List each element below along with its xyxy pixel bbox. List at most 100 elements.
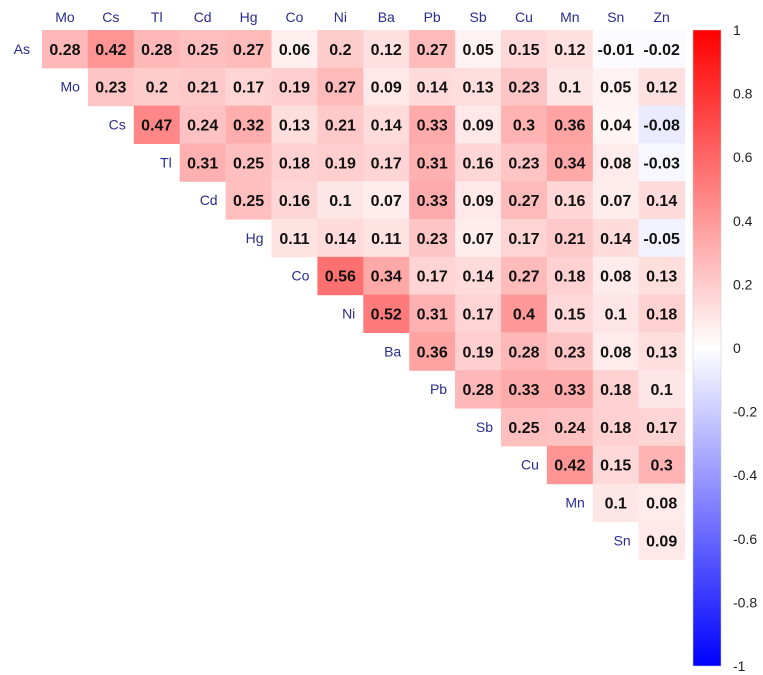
cell-value-ba-pb: 0.36 — [417, 344, 448, 361]
heatmap-cell-tl-pb — [409, 143, 456, 182]
heatmap-cell-mo-sn — [592, 67, 640, 107]
heatmap-cell-cs-mn — [546, 105, 594, 144]
cell-value-as-ni: 0.2 — [329, 42, 351, 59]
heatmap-cell-ba-zn — [638, 332, 686, 371]
cell-value-mn-sn: 0.1 — [605, 496, 627, 513]
heatmap-cell-cs-pb — [409, 105, 456, 144]
heatmap-cell-tl-cu — [501, 143, 548, 182]
cell-value-pb-cu: 0.33 — [508, 382, 539, 399]
cell-value-tl-pb: 0.31 — [417, 155, 448, 172]
cell-value-co-sb: 0.14 — [462, 269, 493, 286]
color-legend-tick-label: -0.8 — [733, 594, 757, 610]
heatmap-cell-as-mn — [546, 30, 594, 69]
cell-value-cu-sn: 0.15 — [600, 458, 631, 475]
cell-value-mo-cs: 0.23 — [95, 80, 126, 97]
cell-value-mo-cd: 0.21 — [187, 80, 218, 97]
cell-value-ba-cu: 0.28 — [508, 344, 539, 361]
heatmap-cell-sb-zn — [638, 408, 686, 447]
column-labels: Mo Cs Tl Cd Hg Co Ni Ba Pb Sb Cu Mn Sn Zn — [55, 9, 670, 25]
row-label-hg: Hg — [246, 230, 264, 246]
cell-value-cs-tl: 0.47 — [141, 118, 172, 135]
cell-value-co-cu: 0.27 — [508, 269, 539, 286]
cell-value-hg-sn: 0.14 — [600, 231, 631, 248]
cell-value-as-hg: 0.27 — [233, 42, 264, 59]
heatmap-cell-as-zn — [638, 30, 686, 69]
heatmap-cell-mn-sn — [592, 483, 640, 522]
heatmap-cells — [42, 30, 686, 560]
heatmap-cell-cu-sn — [592, 445, 640, 485]
cell-value-tl-cu: 0.23 — [508, 155, 539, 172]
cell-value-mn-zn: 0.08 — [646, 496, 677, 513]
heatmap-cell-mo-sb — [455, 67, 502, 107]
heatmap-cell-ni-sn — [592, 294, 640, 333]
cell-value-tl-hg: 0.25 — [233, 155, 264, 172]
heatmap-cell-ni-cu — [501, 294, 548, 333]
column-label-hg: Hg — [240, 9, 258, 25]
cell-value-cd-sb: 0.09 — [462, 193, 493, 210]
heatmap-cell-mn-zn — [638, 483, 686, 522]
heatmap-cell-pb-sb — [455, 370, 502, 409]
heatmap-cell-cu-mn — [546, 445, 594, 485]
column-label-sb: Sb — [469, 9, 486, 25]
cell-value-cs-sn: 0.04 — [600, 118, 631, 135]
heatmap-cell-cd-mn — [546, 181, 594, 220]
color-legend-tick-label: 0.4 — [733, 213, 753, 229]
cell-value-co-ni: 0.56 — [325, 269, 356, 286]
cell-value-cs-ni: 0.21 — [325, 118, 356, 135]
heatmap-cell-as-cu — [501, 30, 548, 69]
cell-value-pb-mn: 0.33 — [554, 382, 585, 399]
row-label-ba: Ba — [384, 343, 401, 359]
cell-value-mo-ni: 0.27 — [325, 80, 356, 97]
row-label-cs: Cs — [109, 117, 126, 133]
row-label-pb: Pb — [430, 381, 447, 397]
color-legend-tick-label: 1 — [733, 22, 741, 38]
cell-value-hg-ba: 0.11 — [371, 231, 401, 248]
column-label-tl: Tl — [151, 9, 163, 25]
heatmap-cell-mo-hg — [225, 67, 273, 107]
heatmap-cell-hg-pb — [409, 219, 456, 258]
heatmap-cell-tl-ni — [317, 143, 364, 182]
cell-value-ba-sb: 0.19 — [462, 344, 493, 361]
row-label-cd: Cd — [200, 192, 218, 208]
heatmap-cell-mo-tl — [133, 67, 181, 107]
heatmap-cell-hg-mn — [546, 219, 594, 258]
heatmap-cell-mo-cd — [179, 67, 227, 107]
heatmap-cell-pb-cu — [501, 370, 548, 409]
heatmap-cell-hg-ba — [363, 219, 410, 258]
cell-value-cd-zn: 0.14 — [646, 193, 677, 210]
heatmap-cell-ba-sn — [592, 332, 640, 371]
heatmap-cell-hg-sb — [455, 219, 502, 258]
color-legend-tick-label: 0.2 — [733, 276, 753, 292]
heatmap-cell-tl-sn — [592, 143, 640, 182]
heatmap-cell-tl-cd — [179, 143, 227, 182]
heatmap-cell-cs-ba — [363, 105, 410, 144]
cell-value-co-ba: 0.34 — [371, 269, 402, 286]
cell-value-as-zn: -0.02 — [643, 42, 680, 59]
row-label-mo: Mo — [60, 79, 80, 95]
cell-value-tl-co: 0.18 — [279, 155, 310, 172]
cell-value-mo-co: 0.19 — [279, 80, 310, 97]
cell-value-as-mn: 0.12 — [554, 42, 585, 59]
row-labels: As Mo Cs Tl Cd Hg Co Ni Ba Pb Sb Cu Mn Sn — [14, 41, 631, 548]
heatmap-cell-co-mn — [546, 256, 594, 296]
cell-value-mo-ba: 0.09 — [371, 80, 402, 97]
cell-value-cs-hg: 0.32 — [233, 118, 264, 135]
cell-value-as-cs: 0.42 — [95, 42, 126, 59]
heatmap-cell-cs-zn — [638, 105, 686, 144]
heatmap-cell-sb-mn — [546, 408, 594, 447]
heatmap-cell-sn-zn — [638, 521, 686, 560]
heatmap-cell-tl-ba — [363, 143, 410, 182]
heatmap-cell-co-cu — [501, 256, 548, 296]
cell-value-pb-zn: 0.1 — [651, 382, 673, 399]
heatmap-cell-cu-zn — [638, 445, 686, 485]
heatmap-cell-tl-zn — [638, 143, 686, 182]
cell-value-cd-ni: 0.1 — [329, 193, 351, 210]
cell-value-as-sn: -0.01 — [598, 42, 635, 59]
heatmap-cell-tl-co — [271, 143, 318, 182]
heatmap-cell-co-ni — [317, 256, 364, 296]
column-label-pb: Pb — [424, 9, 441, 25]
heatmap-cell-cd-cu — [501, 181, 548, 220]
cell-value-mo-sn: 0.05 — [600, 80, 631, 97]
cell-value-hg-sb: 0.07 — [462, 231, 493, 248]
column-label-sn: Sn — [607, 9, 624, 25]
